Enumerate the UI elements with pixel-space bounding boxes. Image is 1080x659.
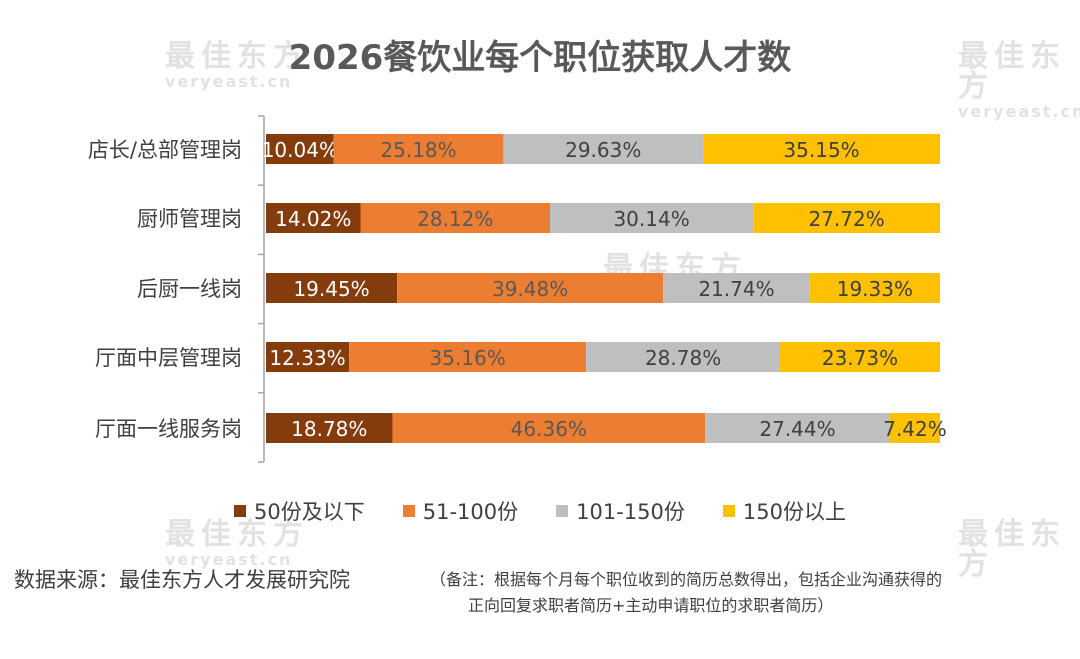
legend-swatch-1 [234,505,247,517]
data-label: 30.14% [613,207,689,231]
data-label: 27.44% [759,417,835,441]
bar-segment [550,203,754,233]
bar-segment [503,134,704,164]
bar-segment [349,342,587,372]
legend-item-4: 150份以上 [722,496,846,526]
bar-segment [266,413,393,443]
bar-segment [266,203,361,233]
chart-legend: 50份及以下 51-100份 101-150份 150份以上 [0,496,1080,526]
data-label: 27.72% [808,207,884,231]
legend-swatch-4 [722,505,735,517]
watermark-url: veryeast.cn [165,72,293,91]
legend-label-1: 50份及以下 [254,500,365,524]
category-label: 后厨一线岗 [137,277,242,301]
data-label: 23.73% [822,346,898,370]
bar-segment [392,413,706,443]
data-label: 10.04% [262,138,338,162]
chart-title: 2026餐饮业每个职位获取人才数 [288,38,792,78]
data-label: 35.16% [429,346,505,370]
bar-segment [266,342,350,372]
data-label: 18.78% [291,417,367,441]
data-label: 21.74% [698,277,774,301]
watermark: 最佳东方 [958,520,1080,580]
legend-item-3: 101-150份 [556,496,685,526]
data-label: 25.18% [380,138,456,162]
bar-segment [780,342,940,372]
data-label: 39.48% [492,277,568,301]
legend-label-2: 51-100份 [422,500,519,524]
data-label: 12.33% [269,346,345,370]
watermark-url: veryeast.cn [958,102,1080,121]
data-label: 28.78% [645,346,721,370]
category-label: 厨师管理岗 [137,207,242,231]
footnote-line-1: （备注：根据每个月每个职位收到的简历总数得出，包括企业沟通获得的 [430,570,943,589]
watermark: 最佳东方 veryeast.cn [165,42,309,90]
watermark-text: 最佳东方 [165,39,309,74]
legend-item-1: 50份及以下 [234,496,365,526]
data-label: 7.42% [883,417,947,441]
bar-segment [889,413,940,443]
legend-swatch-2 [402,505,415,517]
legend-label-4: 150份以上 [742,500,846,524]
data-source: 数据来源：最佳东方人才发展研究院 [14,568,350,592]
bar-segment [809,273,940,303]
bar-segment [753,203,940,233]
data-label: 35.15% [783,138,859,162]
legend-label-3: 101-150份 [576,500,685,524]
watermark-text: 最佳东方 [958,39,1066,104]
category-label: 厅面一线服务岗 [95,417,242,441]
data-label: 14.02% [275,207,351,231]
bar-segment [360,203,551,233]
watermark-text: 最佳东方 [958,517,1066,582]
bar-segment [333,134,504,164]
bar-segment [705,413,890,443]
bar-segment [266,134,334,164]
data-label: 28.12% [417,207,493,231]
data-label: 29.63% [565,138,641,162]
watermark-text: 最佳东方 [165,517,309,552]
category-label: 厅面中层管理岗 [95,346,242,370]
bar-segment [703,134,940,164]
bar-segment [663,273,810,303]
watermark: 最佳东方 veryeast.cn [958,42,1080,120]
bar-segment [397,273,664,303]
footnote-line-2: 正向回复求职者简历+主动申请职位的求职者简历） [468,596,834,615]
category-label: 店长/总部管理岗 [88,138,242,162]
bar-segment [266,273,398,303]
legend-swatch-3 [556,505,569,517]
data-label: 19.45% [293,277,369,301]
bar-segment [586,342,781,372]
footnote: （备注：根据每个月每个职位收到的简历总数得出，包括企业沟通获得的 正向回复求职者… [430,567,1075,619]
legend-item-2: 51-100份 [402,496,519,526]
data-label: 46.36% [511,417,587,441]
watermark-url: veryeast.cn [165,550,293,569]
data-label: 19.33% [837,277,913,301]
watermark: 最佳东方 veryeast.cn [165,520,309,568]
